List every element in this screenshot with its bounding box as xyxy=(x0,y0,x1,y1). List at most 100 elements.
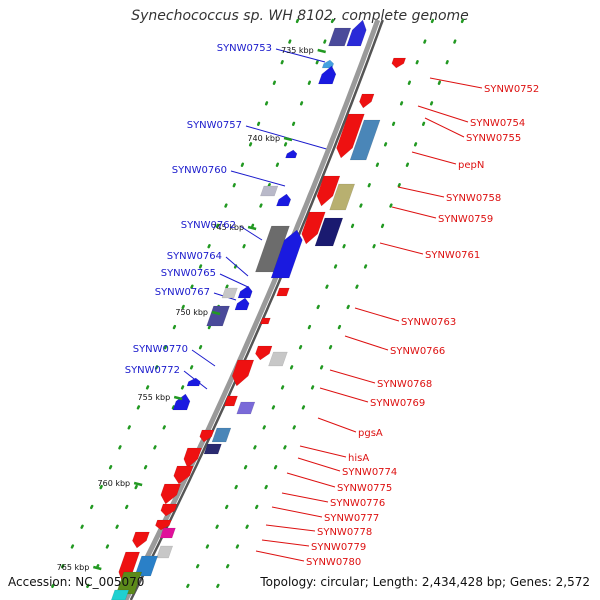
left-connector xyxy=(230,170,286,187)
left-connector xyxy=(239,225,263,241)
gene-arrow xyxy=(391,57,407,69)
gene-label-right: SYNW0775 xyxy=(337,483,392,494)
right-connector xyxy=(354,307,400,322)
gene-label-right: SYNW0754 xyxy=(470,118,525,129)
gene-arrow xyxy=(206,305,230,327)
gene-arrow xyxy=(270,229,303,279)
kbp-tick-label: 735 kbp xyxy=(281,46,314,55)
gene-label-right: SYNW0778 xyxy=(317,527,372,538)
gene-label-right: SYNW0766 xyxy=(390,346,445,357)
gene-arrow xyxy=(359,93,375,109)
gene-arrow xyxy=(183,447,202,469)
gene-label-right: SYNW0761 xyxy=(425,250,480,261)
kbp-tick-label: 750 kbp xyxy=(175,308,208,317)
gene-arrow xyxy=(276,287,290,297)
gene-label-right: SYNW0752 xyxy=(484,84,539,95)
gene-arrow xyxy=(172,393,191,411)
gene-arrow xyxy=(328,27,352,47)
gene-arrow xyxy=(318,65,337,85)
gene-arrow xyxy=(115,571,143,595)
gene-label-left: SYNW0762 xyxy=(181,220,236,231)
dotted-guides xyxy=(44,18,465,600)
gene-arrow xyxy=(223,395,238,407)
left-connector xyxy=(219,273,249,288)
gene-label-left: SYNW0767 xyxy=(155,287,210,298)
gene-label-right: SYNW0777 xyxy=(324,513,379,524)
backbone-line xyxy=(129,19,384,600)
right-connector xyxy=(411,151,457,165)
right-connector xyxy=(281,492,329,503)
gene-arrow xyxy=(156,545,174,559)
right-connector xyxy=(299,445,347,458)
gene-arrow xyxy=(349,119,381,161)
gene-labels: SYNW0753 SYNW0757 SYNW0760 SYNW0762 SYNW0764… xyxy=(125,43,540,568)
right-connector xyxy=(329,369,376,384)
left-connector xyxy=(275,48,326,63)
map-title: Synechococcus sp. WH 8102, complete geno… xyxy=(131,8,469,24)
kbp-tick-label: 740 kbp xyxy=(247,134,280,143)
gene-arrow xyxy=(134,555,159,577)
gene-label-right: hisA xyxy=(348,453,369,464)
right-connector xyxy=(317,417,357,433)
gene-arrow xyxy=(336,113,365,159)
gene-arrow xyxy=(237,285,253,299)
gene-arrow xyxy=(173,465,194,485)
gene-label-right: SYNW0763 xyxy=(401,317,456,328)
gene-arrow xyxy=(346,19,367,47)
gene-arrow xyxy=(285,149,298,159)
left-connector xyxy=(191,349,216,367)
gene-arrow xyxy=(259,317,271,325)
gene-arrow xyxy=(314,217,344,247)
genome-summary-text: Topology: circular; Length: 2,434,428 bp… xyxy=(260,575,590,589)
gene-arrow xyxy=(186,377,201,387)
right-connector xyxy=(286,472,336,488)
right-connector xyxy=(297,457,341,472)
left-connector xyxy=(225,256,249,277)
gene-label-left: SYNW0764 xyxy=(167,251,222,262)
gene-arrow xyxy=(111,589,130,600)
gene-arrow xyxy=(203,443,222,455)
kbp-ticks: 735 kbp 740 kbp 745 kbp 750 kbp 755 kbp 760 k… xyxy=(57,46,327,572)
gene-label-right: SYNW0769 xyxy=(370,398,425,409)
gene-arrow xyxy=(211,427,232,443)
kbp-tick-label: 760 kbp xyxy=(98,479,131,488)
genome-backbone xyxy=(123,19,384,600)
kbp-tick-mark xyxy=(247,225,257,231)
right-connector xyxy=(429,77,483,89)
right-connector xyxy=(391,206,437,219)
right-connector xyxy=(255,550,305,562)
gene-label-left: SYNW0753 xyxy=(217,43,272,54)
accession-text: Accession: NC_005070 xyxy=(8,575,145,589)
gene-arrow xyxy=(236,401,256,415)
gene-arrow xyxy=(159,527,176,539)
right-connector xyxy=(417,105,469,123)
gene-label-right: pgsA xyxy=(358,428,383,439)
gene-arrow xyxy=(231,359,255,387)
kbp-tick-label: 755 kbp xyxy=(138,393,171,402)
backbone-line xyxy=(123,19,381,600)
kbp-tick-mark xyxy=(173,395,183,401)
gene-label-right: SYNW0759 xyxy=(438,214,493,225)
gene-label-right: SYNW0776 xyxy=(330,498,385,509)
gene-label-right: SYNW0779 xyxy=(311,542,366,553)
gene-label-right: SYNW0755 xyxy=(466,133,521,144)
gene-arrow xyxy=(160,503,178,517)
kbp-tick-mark xyxy=(92,565,102,571)
right-connector xyxy=(265,524,316,532)
kbp-tick-mark xyxy=(317,48,327,54)
right-connector xyxy=(424,117,465,138)
right-connector xyxy=(319,387,369,403)
gene-label-right: SYNW0768 xyxy=(377,379,432,390)
gene-arrow xyxy=(199,429,215,443)
right-connector xyxy=(261,539,310,547)
gene-label-left: SYNW0760 xyxy=(172,165,227,176)
gene-label-right: pepN xyxy=(458,160,484,171)
gene-arrow xyxy=(276,193,292,207)
right-connector xyxy=(379,242,424,255)
kbp-tick-mark xyxy=(133,481,143,487)
right-connector xyxy=(271,506,323,518)
gene-features xyxy=(111,19,407,600)
gene-label-left: SYNW0772 xyxy=(125,365,180,376)
gene-label-left: SYNW0765 xyxy=(161,268,216,279)
